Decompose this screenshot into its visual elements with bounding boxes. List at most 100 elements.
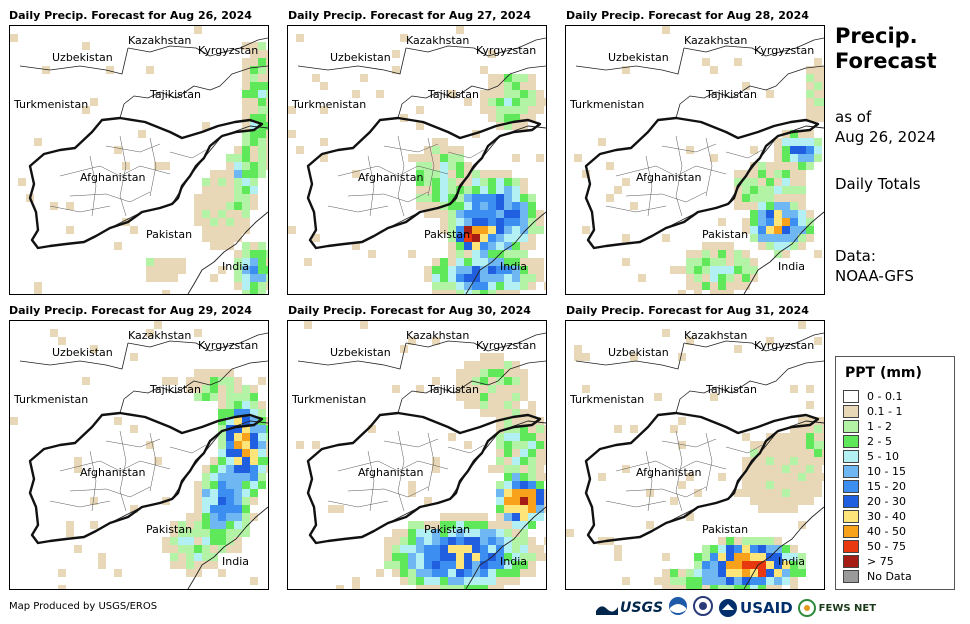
map-canvas: Kazakhstan Kyrgyzstan Uzbekistan Tajikistan… (569, 26, 824, 294)
province-border (105, 143, 161, 153)
legend-swatch (843, 464, 859, 478)
province-border (59, 460, 171, 472)
province-border (397, 135, 405, 217)
province-border (347, 486, 429, 498)
legend-item: No Data (843, 569, 912, 583)
totals-label: Daily Totals (835, 175, 921, 193)
country-label-turkmenistan: Turkmenistan (569, 98, 644, 111)
province-border (69, 486, 151, 498)
legend-item: 0.1 - 1 (843, 404, 902, 418)
country-label-kazakhstan: Kazakhstan (128, 329, 191, 342)
forecast-map: Kazakhstan Kyrgyzstan Uzbekistan Tajikistan… (287, 320, 547, 590)
neighbor-border (297, 342, 407, 370)
country-label-tajikistan: Tajikistan (149, 88, 201, 101)
legend-swatch (843, 539, 859, 553)
credit-text: Map Produced by USGS/EROS (9, 601, 158, 612)
legend-label: No Data (867, 569, 912, 583)
country-label-india: India (778, 260, 805, 273)
afghanistan-border (28, 411, 264, 545)
legend-item: 15 - 20 (843, 479, 906, 493)
title-line-1: Precip. (835, 24, 918, 48)
legend-swatch (843, 419, 859, 433)
legend-swatch (843, 404, 859, 418)
data-label: Data: (835, 247, 876, 265)
panel-title: Daily Precip. Forecast for Aug 28, 2024 (566, 9, 809, 22)
country-label-tajikistan: Tajikistan (427, 383, 479, 396)
map-canvas: Kazakhstan Kyrgyzstan Uzbekistan Tajikistan… (10, 26, 268, 294)
country-label-pakistan: Pakistan (702, 228, 748, 241)
country-label-pakistan: Pakistan (146, 228, 192, 241)
country-label-afghanistan: Afghanistan (358, 466, 424, 479)
legend-item: 30 - 40 (843, 509, 906, 523)
province-border (447, 149, 485, 159)
province-border (119, 135, 127, 217)
india-border (465, 506, 546, 589)
province-border (347, 191, 429, 203)
legend-item: 40 - 50 (843, 524, 906, 538)
country-label-kyrgyzstan: Kyrgyzstan (476, 339, 536, 352)
country-label-kyrgyzstan: Kyrgyzstan (754, 339, 814, 352)
legend-label: 10 - 15 (867, 464, 906, 478)
precip-cells (574, 26, 824, 294)
usaid-logo: USAID (718, 598, 793, 618)
legend-swatch (843, 449, 859, 463)
country-label-pakistan: Pakistan (702, 523, 748, 536)
afghanistan-border (306, 411, 542, 545)
legend-swatch (843, 524, 859, 538)
country-label-afghanistan: Afghanistan (80, 466, 146, 479)
country-label-kazakhstan: Kazakhstan (684, 34, 747, 47)
province-border (49, 500, 111, 508)
province-border (367, 155, 375, 217)
logo-strip: USGS USAID FEWS NET (596, 596, 876, 620)
legend-item: 20 - 30 (843, 494, 906, 508)
province-border (625, 486, 707, 498)
afghanistan-border (584, 411, 820, 545)
as-of-date: as of Aug 26, 2024 (835, 107, 936, 147)
province-border (675, 135, 683, 217)
afghanistan-border (306, 116, 542, 250)
country-label-kazakhstan: Kazakhstan (128, 34, 191, 47)
province-border (367, 450, 375, 512)
neighbor-border (297, 47, 407, 75)
country-label-kyrgyzstan: Kyrgyzstan (754, 44, 814, 57)
neighbor-border (575, 342, 685, 370)
data-value: NOAA-GFS (835, 267, 914, 285)
legend-swatch (843, 509, 859, 523)
province-border (645, 450, 653, 512)
neighbor-border (127, 332, 268, 352)
country-label-uzbekistan: Uzbekistan (608, 51, 669, 64)
dos-seal-logo (693, 596, 714, 620)
province-border (605, 205, 667, 213)
country-label-uzbekistan: Uzbekistan (330, 346, 391, 359)
legend-swatch (843, 434, 859, 448)
legend-item: 10 - 15 (843, 464, 906, 478)
country-label-kyrgyzstan: Kyrgyzstan (476, 44, 536, 57)
country-label-pakistan: Pakistan (146, 523, 192, 536)
country-label-turkmenistan: Turkmenistan (569, 393, 644, 406)
province-border (49, 205, 111, 213)
panel-title: Daily Precip. Forecast for Aug 26, 2024 (9, 9, 252, 22)
forecast-map: Kazakhstan Kyrgyzstan Uzbekistan Tajikistan… (9, 25, 269, 295)
country-label-turkmenistan: Turkmenistan (291, 98, 366, 111)
precip-cells (10, 321, 268, 589)
country-label-india: India (500, 260, 527, 273)
legend-swatch (843, 389, 859, 403)
province-border (725, 149, 763, 159)
province-border (89, 155, 97, 217)
neighbor-border (19, 342, 129, 370)
neighbor-border (119, 65, 268, 119)
panel-title: Daily Precip. Forecast for Aug 29, 2024 (9, 304, 252, 317)
province-border (327, 500, 389, 508)
province-border (625, 191, 707, 203)
neighbor-border (127, 37, 268, 57)
neighbor-border (683, 37, 824, 57)
country-label-kazakhstan: Kazakhstan (406, 329, 469, 342)
country-label-afghanistan: Afghanistan (636, 171, 702, 184)
afghanistan-border (28, 116, 264, 250)
legend-label: 40 - 50 (867, 524, 906, 538)
forecast-map: Kazakhstan Kyrgyzstan Uzbekistan Tajikistan… (565, 320, 825, 590)
country-label-india: India (222, 555, 249, 568)
country-label-uzbekistan: Uzbekistan (52, 346, 113, 359)
legend-title: PPT (mm) (845, 365, 922, 381)
country-label-tajikistan: Tajikistan (427, 88, 479, 101)
